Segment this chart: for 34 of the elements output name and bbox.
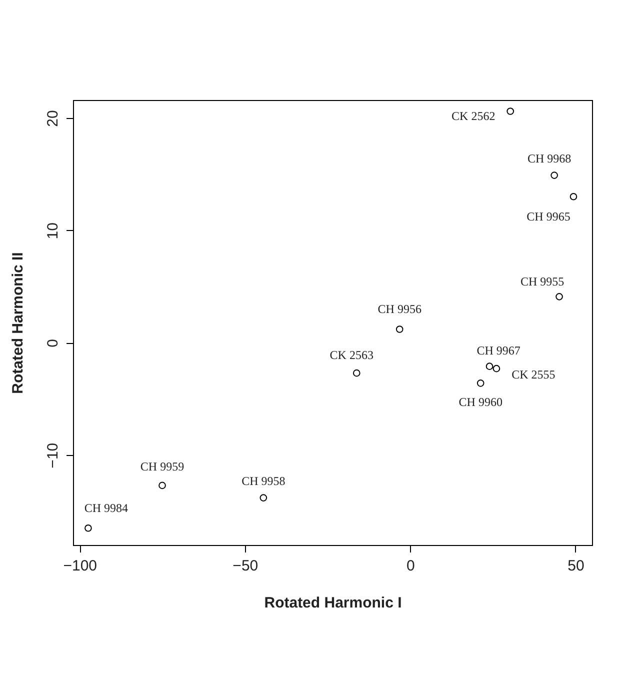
annotation: CH 9955 bbox=[520, 274, 564, 289]
annotation: CH 9956 bbox=[378, 302, 422, 316]
annotation: CH 9960 bbox=[458, 395, 502, 410]
point bbox=[570, 192, 578, 200]
point bbox=[396, 326, 404, 333]
point bbox=[506, 108, 514, 115]
y-tick-label: 20 bbox=[44, 110, 62, 127]
annotation: CK 2562 bbox=[452, 109, 496, 124]
annotation: CH 9984 bbox=[84, 501, 128, 516]
y-tick-label: 10 bbox=[44, 222, 62, 240]
point bbox=[492, 364, 500, 372]
annotation: CH 9967 bbox=[476, 343, 520, 358]
point bbox=[550, 172, 558, 179]
x-tick-label: 0 bbox=[406, 558, 415, 574]
point bbox=[556, 293, 563, 300]
x-tick-label: −50 bbox=[232, 558, 258, 574]
point bbox=[84, 524, 92, 532]
annotation: CH 9965 bbox=[526, 210, 570, 224]
point bbox=[158, 482, 166, 490]
point bbox=[352, 369, 360, 377]
annotation: CH 9959 bbox=[140, 459, 184, 474]
annotation: CK 2563 bbox=[330, 348, 374, 362]
annotation: CH 9958 bbox=[242, 474, 286, 488]
annotation: CH 9968 bbox=[527, 151, 572, 166]
y-tick-label: −10 bbox=[44, 442, 62, 468]
x-axis-title: Rotated Harmonic I bbox=[264, 594, 402, 612]
y-axis-title: Rotated Harmonic II bbox=[10, 252, 26, 394]
annotation: CK 2555 bbox=[512, 368, 556, 382]
x-tick-label: −100 bbox=[63, 558, 98, 574]
point bbox=[476, 380, 484, 387]
y-tick-label: 0 bbox=[44, 339, 62, 348]
x-tick-label: 50 bbox=[568, 558, 584, 574]
point bbox=[486, 362, 494, 370]
point bbox=[260, 494, 268, 502]
